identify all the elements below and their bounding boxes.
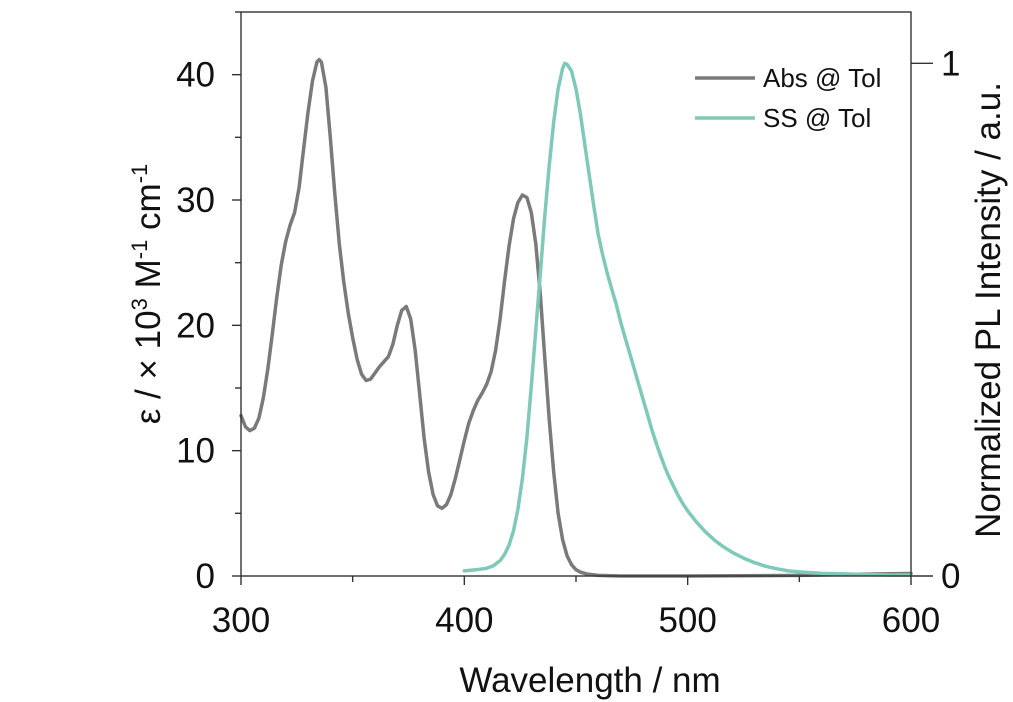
x-tick-label: 500: [658, 601, 716, 640]
left-y-tick-label: 0: [196, 557, 215, 596]
x-axis-title: Wavelength / nm: [459, 661, 720, 700]
right-y-tick-label: 1: [941, 44, 960, 83]
x-tick-label: 600: [882, 601, 940, 640]
left-y-axis: 0 10 20 30 40: [176, 11, 241, 596]
left-y-axis-title-mid2: cm: [129, 183, 168, 239]
left-y-axis-title: ε / × 103 M-1 cm-1: [127, 164, 168, 425]
left-y-axis-title-exp1: 3: [127, 298, 152, 310]
legend-label-ss: SS @ Tol: [763, 103, 871, 133]
plot-area: [239, 57, 913, 578]
series-line-ss: [462, 61, 913, 577]
left-y-axis-title-exp2: -1: [127, 240, 152, 260]
x-axis: 300 400 500 600: [212, 576, 940, 640]
left-y-tick-label: 40: [176, 56, 215, 95]
right-y-axis: 01: [911, 44, 960, 596]
right-y-axis-title: Normalized PL Intensity / a.u.: [969, 82, 1008, 538]
left-y-tick-label: 10: [176, 432, 215, 471]
legend-label-abs: Abs @ Tol: [763, 63, 881, 93]
legend: Abs @ Tol SS @ Tol: [695, 63, 881, 133]
series-line-abs: [239, 57, 913, 578]
right-y-tick-label: 0: [941, 557, 960, 596]
left-y-axis-title-prefix: ε / × 10: [129, 310, 168, 424]
left-y-tick-label: 30: [176, 181, 215, 220]
left-y-tick-label: 20: [176, 306, 215, 345]
left-y-axis-title-exp3: -1: [127, 164, 152, 184]
x-tick-label: 400: [435, 601, 493, 640]
left-y-axis-title-mid: M: [129, 259, 168, 298]
x-tick-label: 300: [212, 601, 270, 640]
